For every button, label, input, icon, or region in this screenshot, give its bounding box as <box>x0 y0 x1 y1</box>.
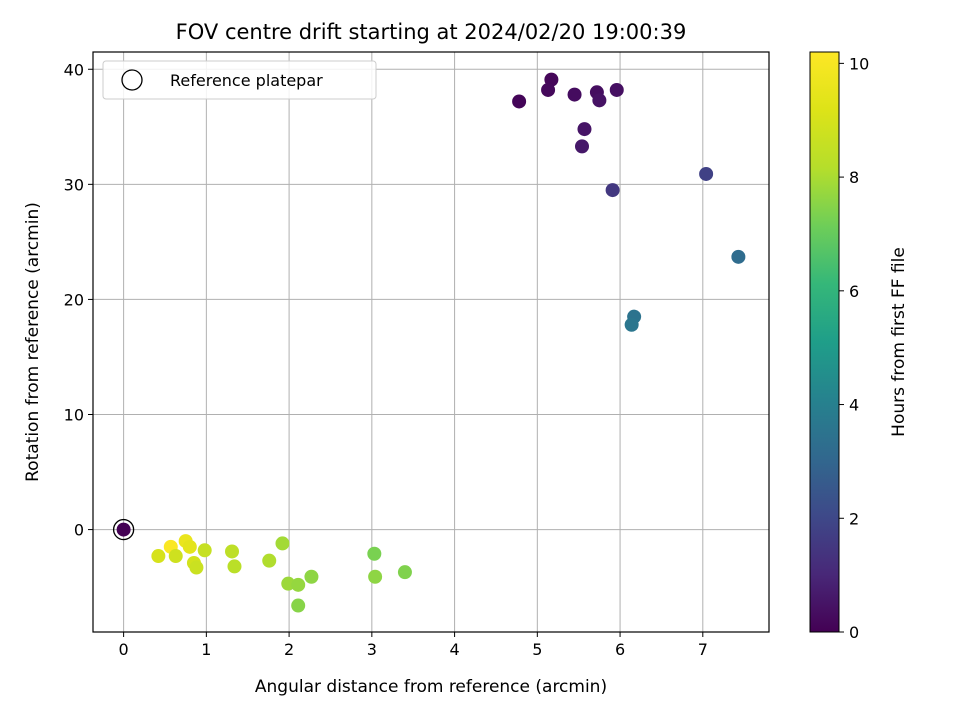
data-point <box>624 317 639 332</box>
data-point <box>397 565 412 580</box>
x-tick-label: 5 <box>532 640 542 659</box>
x-tick-label: 7 <box>698 640 708 659</box>
y-tick-label: 40 <box>64 60 84 79</box>
y-axis-label: Rotation from reference (arcmin) <box>23 202 43 482</box>
grid <box>93 52 769 632</box>
data-point <box>291 577 306 592</box>
data-point <box>168 549 183 564</box>
colorbar-tick-label: 10 <box>849 54 869 73</box>
data-point <box>227 559 242 574</box>
x-tick-label: 0 <box>119 640 129 659</box>
reference-platepar-marker <box>112 518 135 541</box>
y-tick-label: 20 <box>64 290 84 309</box>
x-axis-label: Angular distance from reference (arcmin) <box>255 677 607 697</box>
y-tick-label: 0 <box>74 521 84 540</box>
data-point <box>151 549 166 564</box>
reference-marker <box>112 518 135 541</box>
data-point <box>262 553 277 568</box>
data-point <box>116 522 131 537</box>
data-point <box>567 87 582 102</box>
data-point <box>197 543 212 558</box>
data-point <box>609 82 624 97</box>
data-point <box>592 93 607 108</box>
y-tick-label: 10 <box>64 406 84 425</box>
data-point <box>699 166 714 181</box>
data-points <box>116 72 746 613</box>
x-tick-label: 1 <box>201 640 211 659</box>
data-point <box>189 560 204 575</box>
chart-title: FOV centre drift starting at 2024/02/20 … <box>176 20 687 44</box>
x-tick-label: 4 <box>449 640 459 659</box>
y-axis-ticks: 0 10 20 30 40 <box>64 60 93 540</box>
legend-box <box>102 60 377 100</box>
data-point <box>577 122 592 137</box>
x-tick-label: 2 <box>284 640 294 659</box>
legend-label: Reference platepar <box>170 71 323 90</box>
x-tick-label: 3 <box>367 640 377 659</box>
data-point <box>304 569 319 584</box>
data-point <box>367 546 382 561</box>
data-point <box>541 82 556 97</box>
colorbar-ticks: 0 2 4 6 8 10 <box>839 54 869 642</box>
data-point <box>731 249 746 264</box>
plot-frame <box>92 51 770 633</box>
data-point <box>575 139 590 154</box>
colorbar-tick-label: 6 <box>849 282 859 301</box>
data-point <box>368 569 383 584</box>
legend: Reference platepar <box>102 60 377 100</box>
colorbar: 0 2 4 6 8 10 Hours from first FF file <box>809 51 909 642</box>
data-point <box>225 544 240 559</box>
colorbar-tick-label: 4 <box>849 396 859 415</box>
data-point <box>291 598 306 613</box>
x-tick-label: 6 <box>615 640 625 659</box>
colorbar-label: Hours from first FF file <box>889 247 909 437</box>
y-tick-label: 30 <box>64 175 84 194</box>
data-point <box>512 94 527 109</box>
data-point <box>182 539 197 554</box>
legend-marker <box>121 69 143 91</box>
colorbar-tick-label: 2 <box>849 509 859 528</box>
data-point <box>605 183 620 198</box>
colorbar-tick-label: 0 <box>849 623 859 642</box>
colorbar-tick-label: 8 <box>849 168 859 187</box>
colorbar-gradient <box>809 51 840 633</box>
x-axis-ticks: 0 1 2 3 4 5 6 7 <box>119 632 708 659</box>
data-point <box>275 536 290 551</box>
